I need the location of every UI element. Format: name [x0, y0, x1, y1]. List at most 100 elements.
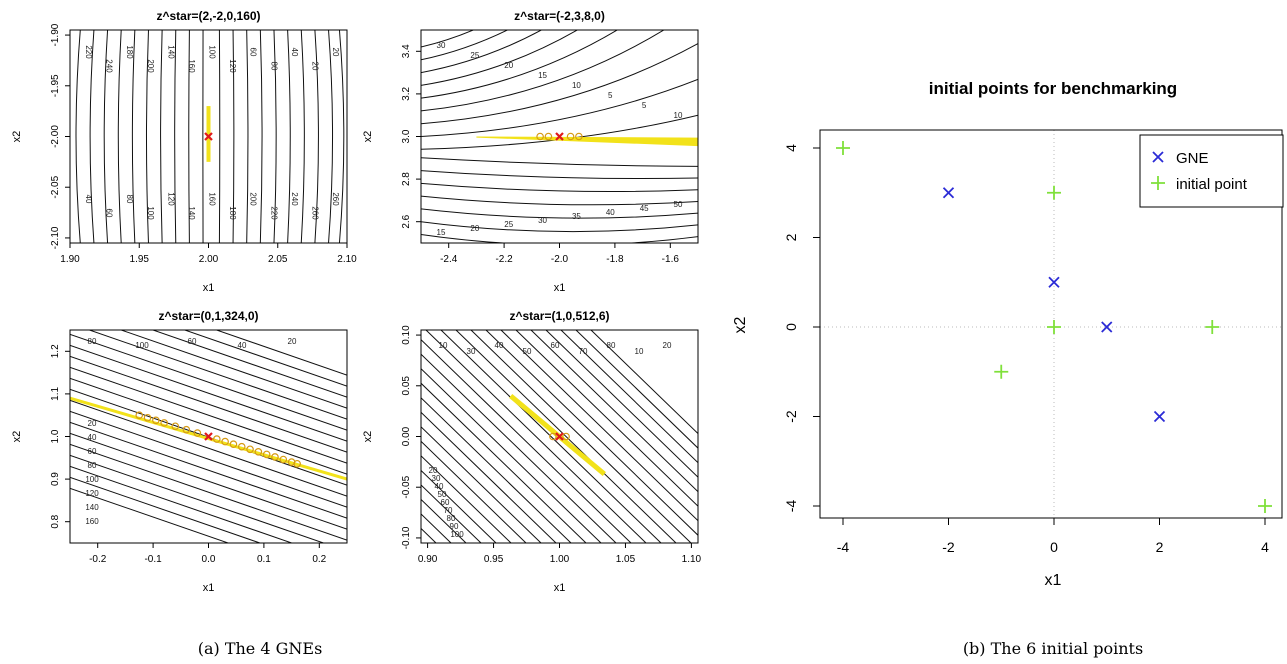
iterate-point: [246, 445, 254, 454]
contour-label: 40: [84, 195, 93, 204]
x-tick-label: -4: [837, 539, 850, 555]
panel-3: 80 100 60 40 20 20 40 60 80 100 120 140 160 -0.2 -0.1 0…: [11, 309, 348, 594]
contour-line: [87, 330, 347, 420]
y-tick-label: -1.90: [50, 23, 61, 46]
y-tick-label: 1.1: [50, 387, 61, 401]
contour-label: 20: [504, 61, 513, 70]
contour-line: [160, 30, 163, 243]
contour-line: [174, 30, 177, 243]
contour-label: 35: [572, 212, 581, 221]
contour-line: [273, 30, 277, 243]
contour-line: [300, 30, 305, 243]
iterate-point: [143, 413, 152, 422]
panel-2: 30 25 20 15 10 5 5 10 15 20 25 30 35 40 45 50 -2.4 -2.2 -2…: [362, 9, 699, 294]
contour-line: [421, 78, 698, 137]
plot-frame: [819, 129, 1283, 519]
contour-label: 60: [105, 209, 114, 218]
y-tick-label: -2.10: [50, 226, 61, 249]
contour-line: [575, 330, 698, 449]
contour-line: [421, 30, 509, 61]
contour-line: [421, 455, 512, 543]
contour-label: 200: [249, 192, 258, 206]
contour-label: 160: [85, 517, 99, 526]
contour-line: [421, 498, 467, 543]
contour-line: [421, 542, 422, 543]
y-tick-label: 4: [783, 144, 799, 152]
contour-line: [421, 469, 497, 543]
gne-point: [1101, 321, 1113, 333]
y-tick-label: 3.4: [401, 44, 412, 58]
x-tick-label: 2.05: [268, 254, 288, 265]
y-axis-label: x2: [11, 131, 23, 143]
contour-label: 10: [635, 347, 644, 356]
iterate-point: [193, 429, 202, 437]
contour-line: [421, 30, 579, 86]
x-tick-label: 0.1: [257, 554, 271, 565]
contour-label: 140: [166, 45, 175, 59]
contour-label: 120: [166, 192, 175, 206]
contour-label: 180: [228, 206, 237, 220]
contour-line: [188, 30, 190, 243]
contour-label: 140: [85, 503, 99, 512]
y-tick-label: -1.95: [50, 74, 61, 97]
contour-line: [70, 399, 347, 497]
contour-label: 80: [447, 514, 456, 523]
y-axis-label: x2: [11, 431, 23, 443]
contour-line: [70, 355, 347, 453]
iterate-point: [549, 432, 557, 441]
contour-line: [485, 330, 698, 536]
contour-label: 120: [228, 59, 237, 73]
contour-label: 20: [470, 224, 479, 233]
legend-initial-label: initial point: [1176, 176, 1248, 193]
legend-gne-label: GNE: [1176, 150, 1209, 167]
iterate-point: [293, 459, 301, 468]
contour-line: [421, 30, 619, 99]
contour-label: 260: [331, 192, 340, 206]
contour-label: 100: [135, 341, 149, 350]
x-tick-label: 2.10: [337, 254, 357, 265]
contour-label: 5: [642, 101, 647, 110]
contour-line: [421, 182, 698, 193]
contour-line: [328, 30, 334, 243]
contour-line: [421, 30, 665, 112]
scatter-title: initial points for benchmarking: [929, 79, 1177, 98]
contour-label: 60: [249, 48, 258, 57]
x-tick-label: 1.10: [682, 554, 702, 565]
contour-line: [70, 476, 262, 543]
x-tick-label: 0.95: [484, 554, 504, 565]
x-tick-label: -2.4: [440, 254, 458, 265]
iterate-point: [237, 442, 246, 451]
contour-label: 40: [88, 433, 97, 442]
contour-line: [421, 170, 698, 180]
contour-line: [470, 330, 692, 543]
contour-label: 100: [146, 206, 155, 220]
contour-line: [590, 330, 698, 435]
contour-line: [70, 410, 347, 508]
y-tick-label: 1.0: [50, 429, 61, 443]
legend-initial-marker: [1151, 176, 1165, 190]
gne-point: [1048, 276, 1060, 288]
contour-line: [131, 30, 136, 243]
x-axis-label: x1: [554, 282, 566, 294]
caption-a: (a) The 4 GNEs: [198, 639, 323, 658]
contour-line: [421, 30, 475, 48]
contour-line: [89, 30, 95, 243]
iterate-point: [575, 132, 583, 141]
x-tick-label: -0.1: [144, 554, 162, 565]
contour-label: 80: [88, 461, 97, 470]
contour-label: 5: [608, 91, 613, 100]
contour-label: 20: [331, 48, 340, 57]
y-tick-label: 0.8: [50, 514, 61, 528]
contour-label: 160: [208, 192, 217, 206]
contour-line: [70, 443, 347, 541]
contour-label: 40: [238, 341, 247, 350]
y-tick-label: 3.0: [401, 129, 412, 143]
contour-label: 50: [438, 490, 447, 499]
contour-label: 25: [504, 220, 513, 229]
contour-label: 100: [450, 530, 464, 539]
iterate-point: [213, 435, 221, 443]
contour-label: 200: [146, 59, 155, 73]
y-tick-label: 1.2: [50, 344, 61, 358]
x-axis-label: x1: [554, 582, 566, 594]
legend-box: [1139, 134, 1284, 208]
